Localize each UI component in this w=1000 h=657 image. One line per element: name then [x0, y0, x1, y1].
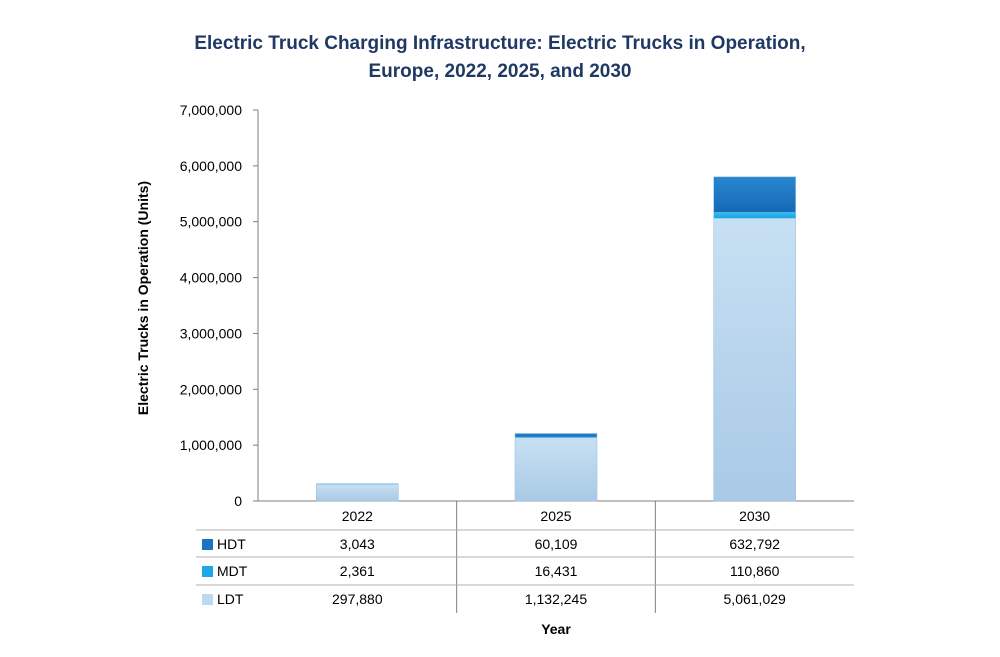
- data-label-hdt-2022: 3,043: [340, 536, 375, 552]
- bars: [316, 176, 796, 502]
- legend-label-mdt: MDT: [217, 563, 248, 579]
- chart-title-line-2: Europe, 2022, 2025, and 2030: [368, 61, 632, 82]
- y-axis-label: Electric Trucks in Operation (Units): [135, 181, 151, 415]
- data-label-hdt-2030: 632,792: [729, 536, 780, 552]
- bar-ldt-2030: [713, 218, 796, 502]
- x-tick-label-2030: 2030: [739, 508, 770, 524]
- chart-title-line-1: Electric Truck Charging Infrastructure: …: [194, 33, 806, 54]
- bar-ldt-2025: [515, 437, 597, 501]
- legend-swatch-ldt: [202, 594, 213, 605]
- legend-label-hdt: HDT: [217, 536, 246, 552]
- legend-label-ldt: LDT: [217, 591, 244, 607]
- x-tick-label-2025: 2025: [540, 508, 571, 524]
- legend-swatch-hdt: [202, 539, 213, 550]
- y-tick-label: 6,000,000: [180, 158, 242, 174]
- bar-ldt-2022: [316, 484, 399, 501]
- y-tick-label: 4,000,000: [180, 270, 242, 286]
- y-tick-label: 2,000,000: [180, 381, 242, 397]
- data-label-ldt-2022: 297,880: [332, 591, 383, 607]
- data-label-ldt-2030: 5,061,029: [724, 591, 786, 607]
- x-tick-label-2022: 2022: [342, 508, 373, 524]
- y-tick-label: 3,000,000: [180, 325, 242, 341]
- data-label-mdt-2022: 2,361: [340, 563, 375, 579]
- bar-hdt-2030: [713, 176, 796, 213]
- y-tick-label: 0: [234, 493, 242, 509]
- bar-outline-2022: [316, 483, 399, 502]
- data-label-mdt-2025: 16,431: [535, 563, 578, 579]
- bar-mdt-2025: [515, 436, 597, 438]
- data-table: 2022 2025 2030 HDT 3,043 60,109 632,792 MDT 2,36…: [196, 501, 854, 613]
- bar-mdt-2030: [713, 212, 796, 219]
- data-label-hdt-2025: 60,109: [535, 536, 578, 552]
- y-tick-label: 5,000,000: [180, 214, 242, 230]
- data-label-ldt-2025: 1,132,245: [525, 591, 587, 607]
- y-tick-label: 1,000,000: [180, 437, 242, 453]
- bar-outline-2030: [713, 176, 796, 502]
- legend-swatch-mdt: [202, 566, 213, 577]
- x-axis-label: Year: [541, 621, 571, 637]
- bar-hdt-2025: [515, 433, 597, 437]
- data-label-mdt-2030: 110,860: [730, 563, 780, 579]
- bar-outline-2025: [514, 433, 598, 502]
- y-tick-label: 7,000,000: [180, 102, 242, 118]
